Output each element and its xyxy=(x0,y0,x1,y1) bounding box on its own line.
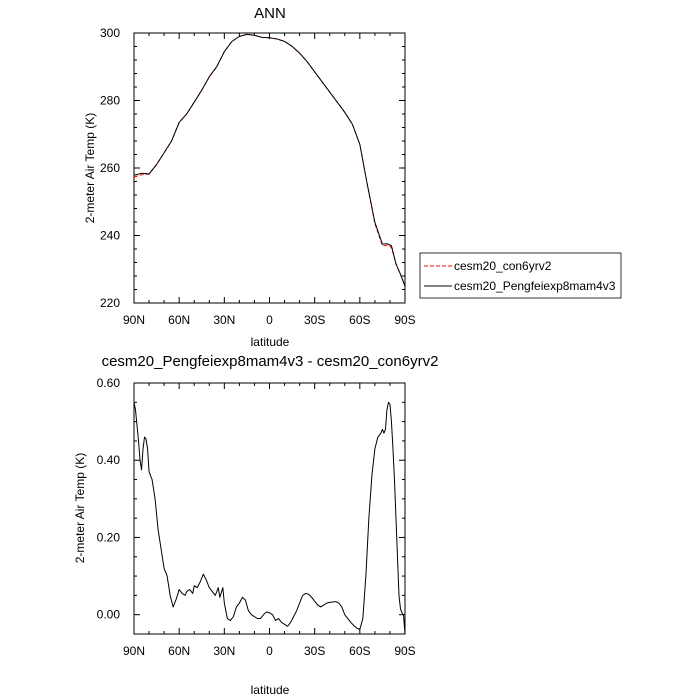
bottom-series-line-0 xyxy=(133,401,406,635)
top-x-tick-label: 30N xyxy=(213,313,235,327)
bottom-y-axis-label: 2-meter Air Temp (K) xyxy=(73,453,87,563)
bottom-y-tick-label: 0.00 xyxy=(97,608,121,622)
bottom-x-tick-label: 0 xyxy=(266,644,273,658)
legend-label-con6yrv2: cesm20_con6yrv2 xyxy=(454,259,552,273)
bottom-y-tick-label: 0.20 xyxy=(97,530,121,544)
bottom-y-tick-label: 0.40 xyxy=(97,453,121,467)
top-chart-title: ANN xyxy=(254,5,286,22)
top-x-tick-label: 60N xyxy=(168,313,190,327)
top-x-tick-label: 30S xyxy=(304,313,325,327)
top-y-axis-label: 2-meter Air Temp (K) xyxy=(83,113,97,223)
legend-label-pengfeiexp8mam4v3: cesm20_Pengfeiexp8mam4v3 xyxy=(454,279,616,293)
top-y-tick-label: 240 xyxy=(100,229,120,243)
top-x-tick-label: 60S xyxy=(349,313,370,327)
top-y-tick-label: 280 xyxy=(100,94,120,108)
top-series-line-0 xyxy=(133,33,406,287)
top-series-line-1 xyxy=(133,33,406,287)
legend: cesm20_con6yrv2 cesm20_Pengfeiexp8mam4v3 xyxy=(419,252,622,299)
top-x-axis-label: latitude xyxy=(251,335,290,349)
top-y-tick-label: 220 xyxy=(100,296,120,310)
top-x-tick-label: 90N xyxy=(123,313,145,327)
bottom-x-tick-label: 60S xyxy=(349,644,370,658)
bottom-x-tick-label: 60N xyxy=(168,644,190,658)
top-y-tick-label: 260 xyxy=(100,161,120,175)
bottom-x-axis-label: latitude xyxy=(251,683,290,697)
bottom-x-tick-label: 90N xyxy=(123,644,145,658)
bottom-chart-title: cesm20_Pengfeiexp8mam4v3 - cesm20_con6yr… xyxy=(102,353,439,370)
top-y-tick-label: 300 xyxy=(100,26,120,40)
bottom-panel: 90N 60N 30N 0 30S 60S 90S 0.00 0.20 0.40 0.60 xyxy=(97,376,416,658)
bottom-x-tick-label: 30N xyxy=(213,644,235,658)
legend-box xyxy=(419,252,622,299)
top-x-tick-label: 90S xyxy=(394,313,415,327)
top-x-tick-label: 0 xyxy=(266,313,273,327)
bottom-x-tick-label: 90S xyxy=(394,644,415,658)
bottom-y-tick-label: 0.60 xyxy=(97,376,121,390)
top-panel: 90N 60N 30N 0 30S 60S 90S 220 240 260 280 300 xyxy=(100,26,416,327)
bottom-x-tick-label: 30S xyxy=(304,644,325,658)
